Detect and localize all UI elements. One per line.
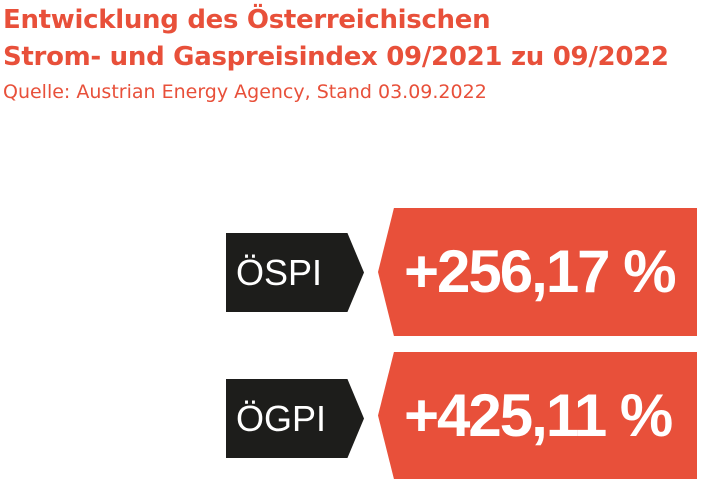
index-value-ogpi: +425,11 % — [378, 352, 697, 479]
title-line-1: Entwicklung des Österreichischen — [3, 5, 491, 35]
index-value-ospi: +256,17 % — [378, 208, 697, 336]
source-note: Quelle: Austrian Energy Agency, Stand 03… — [3, 81, 487, 103]
title-line-2: Strom- und Gaspreisindex 09/2021 zu 09/2… — [3, 42, 669, 72]
page-title: Entwicklung des Österreichischen Strom- … — [3, 2, 703, 76]
index-label-ogpi: ÖGPI — [226, 379, 364, 458]
index-label-ospi: ÖSPI — [226, 233, 364, 312]
